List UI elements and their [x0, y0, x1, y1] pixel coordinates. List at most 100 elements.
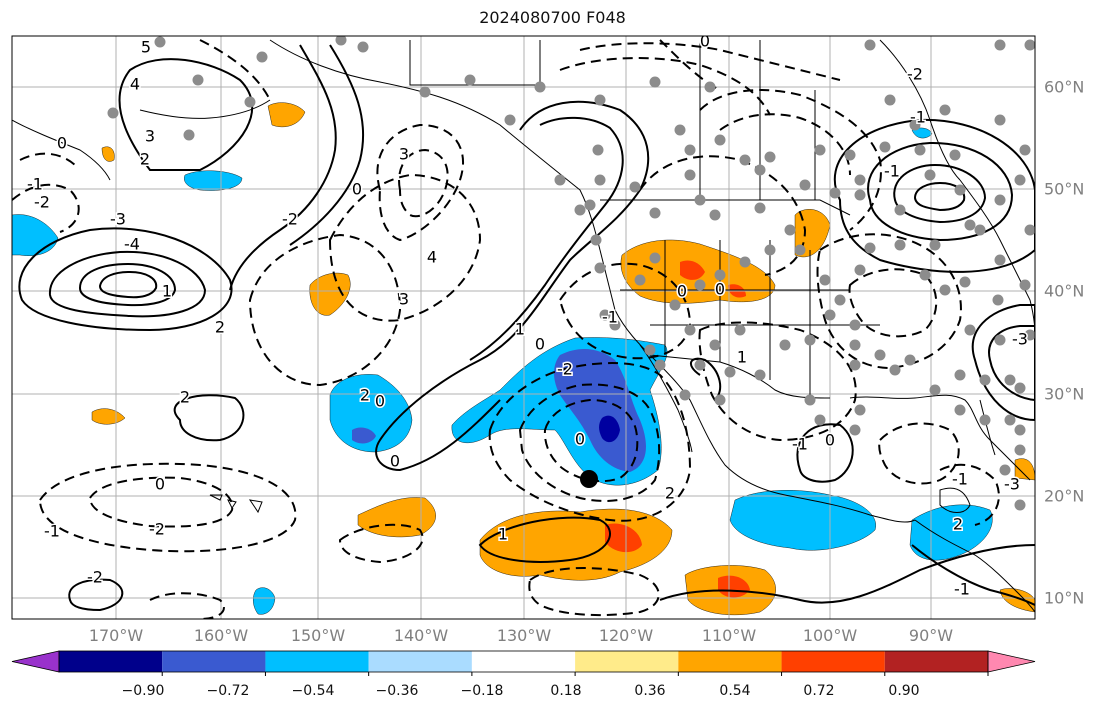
colorbar-bin	[162, 651, 266, 672]
neg-region-central-mid	[554, 348, 646, 472]
station-dot	[684, 324, 696, 336]
station-dot	[819, 274, 831, 286]
station-dot	[894, 239, 906, 251]
station-dot	[734, 324, 746, 336]
station-dot	[949, 149, 961, 161]
colorbar-tick-label: −0.36	[375, 683, 419, 699]
pos-region-small2	[101, 146, 115, 162]
station-dot	[804, 334, 816, 346]
station-dot	[694, 359, 706, 371]
contour-label: 1	[162, 282, 172, 301]
station-dot	[574, 204, 586, 216]
contour-label: 0	[700, 32, 710, 51]
station-dot	[754, 202, 766, 214]
pos-region-caribbean	[1014, 458, 1035, 481]
lon-label: 150°W	[290, 626, 346, 645]
contour-label: -1	[27, 175, 43, 194]
contour-label: -2	[87, 568, 103, 587]
station-dot	[754, 369, 766, 381]
colorbar-tick-label: 0.36	[634, 683, 666, 699]
station-dot	[594, 174, 606, 186]
colorbar-outline	[58, 650, 989, 673]
station-dot	[784, 224, 796, 236]
station-dot	[679, 389, 691, 401]
lon-label: 140°W	[393, 626, 449, 645]
contour-label: 0	[155, 475, 165, 494]
station-dot	[694, 194, 706, 206]
contour-label: 2	[140, 150, 150, 169]
station-dot	[694, 279, 706, 291]
station-dot	[584, 199, 596, 211]
station-dot	[192, 74, 204, 86]
colorbar-bin	[265, 651, 369, 672]
station-dot	[814, 144, 826, 156]
contour-label: 5	[141, 38, 151, 57]
station-dot	[674, 124, 686, 136]
station-dot	[854, 189, 866, 201]
contour-label: 0	[825, 431, 835, 450]
station-dot	[849, 359, 861, 371]
station-dots	[107, 36, 1035, 511]
coast-westcoast	[599, 249, 916, 523]
neg-region-east-pacific	[729, 490, 876, 551]
station-dot	[764, 244, 776, 256]
colorbar-tick-label: 0.18	[550, 683, 582, 699]
colorbar-bin	[678, 651, 782, 672]
station-dot	[964, 219, 976, 231]
contour-label: -2	[34, 193, 50, 212]
station-dot	[684, 144, 696, 156]
station-dot	[994, 254, 1006, 266]
coast-aleutians	[139, 99, 271, 119]
colorbar-bin	[781, 651, 885, 672]
station-dot	[709, 339, 721, 351]
station-dot	[1019, 279, 1031, 291]
contour-label: -3	[110, 210, 126, 229]
contour-label: 2	[180, 388, 190, 407]
contour-label: 0	[535, 335, 545, 354]
contour-label: 0	[677, 282, 687, 301]
station-dot	[979, 374, 991, 386]
contour-label: -1	[602, 308, 618, 327]
pos-region-southpacific-red	[605, 523, 642, 553]
station-dot	[979, 414, 991, 426]
station-dot	[864, 39, 876, 51]
station-dot	[183, 129, 195, 141]
station-dot	[849, 319, 861, 331]
station-dot	[894, 204, 906, 216]
lat-label: 60°N	[1044, 77, 1085, 97]
lat-label: 50°N	[1044, 179, 1085, 199]
station-dot	[649, 252, 661, 264]
station-dot	[884, 94, 896, 106]
station-dot	[1004, 374, 1016, 386]
station-dot	[829, 187, 841, 199]
hawaii-island-3	[248, 499, 263, 514]
coast-central-america	[914, 519, 1035, 613]
contour-label: -2	[149, 520, 165, 539]
hawaii-island-1	[209, 494, 223, 501]
station-dot	[954, 184, 966, 196]
colorbar-tick-label: 0.90	[888, 683, 920, 699]
contour-label: 1	[515, 320, 525, 339]
contour-label: 0	[575, 430, 585, 449]
neg-region-subtropic-mid	[352, 427, 376, 444]
contour-label: 3	[145, 127, 155, 146]
station-dot	[959, 276, 971, 288]
pos-region-west-pacific	[357, 497, 436, 538]
station-dot	[1024, 224, 1035, 236]
station-dot	[929, 239, 941, 251]
colorbar	[11, 650, 1036, 676]
station-dot	[939, 284, 951, 296]
station-dot	[599, 309, 611, 321]
contour-label: 1	[498, 525, 508, 544]
station-dot	[714, 269, 726, 281]
station-dot	[844, 149, 856, 161]
contour-label: -2	[557, 360, 573, 379]
contour-label: -1	[954, 580, 970, 599]
station-dot	[889, 364, 901, 376]
contour-label: -1	[952, 470, 968, 489]
contour-label: 3	[399, 290, 409, 309]
station-dot	[1014, 382, 1026, 394]
contour-label: 4	[130, 75, 140, 94]
station-dot	[649, 207, 661, 219]
lat-label: 40°N	[1044, 281, 1085, 301]
